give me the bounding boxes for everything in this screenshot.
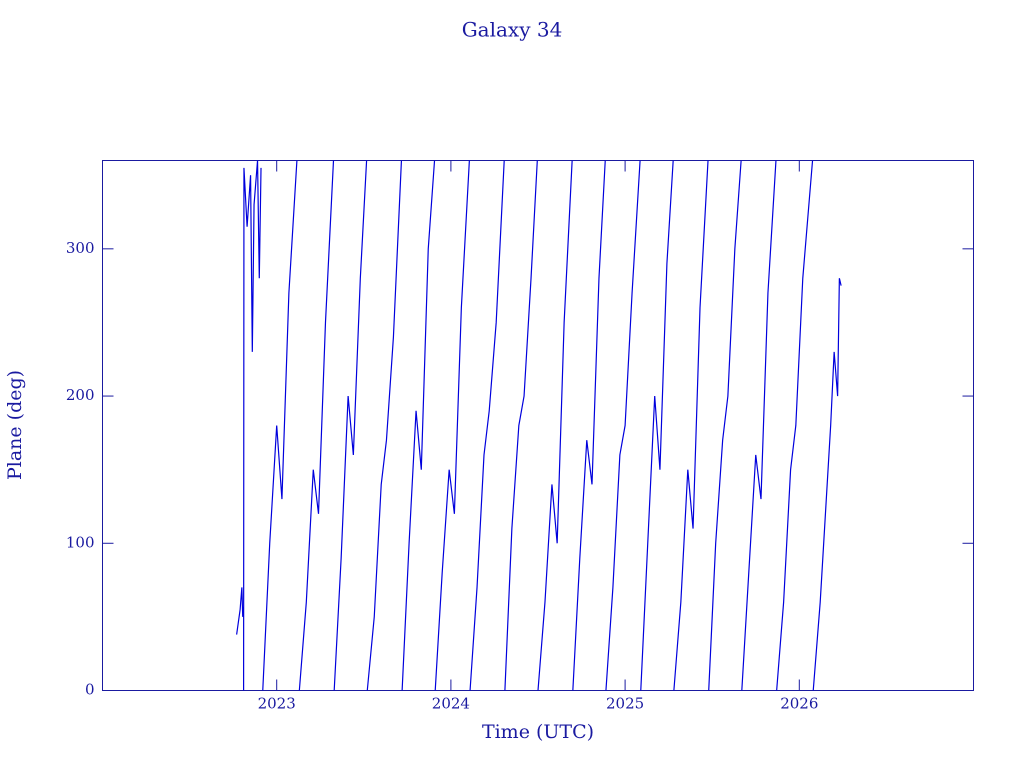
- y-tick-label: 100: [66, 533, 95, 551]
- plot-frame: [102, 160, 974, 691]
- y-tick-label: 200: [66, 386, 95, 404]
- data-line: [236, 160, 842, 691]
- y-axis-label: Plane (deg): [4, 370, 26, 480]
- y-tick-label: 0: [85, 681, 95, 699]
- x-tick-label: 2025: [606, 695, 644, 713]
- x-axis-label: Time (UTC): [482, 721, 594, 743]
- x-tick-label: 2023: [258, 695, 296, 713]
- x-tick-label: 2026: [780, 695, 818, 713]
- x-tick-label: 2024: [432, 695, 470, 713]
- chart-title: Galaxy 34: [462, 18, 563, 42]
- y-tick-label: 300: [66, 239, 95, 257]
